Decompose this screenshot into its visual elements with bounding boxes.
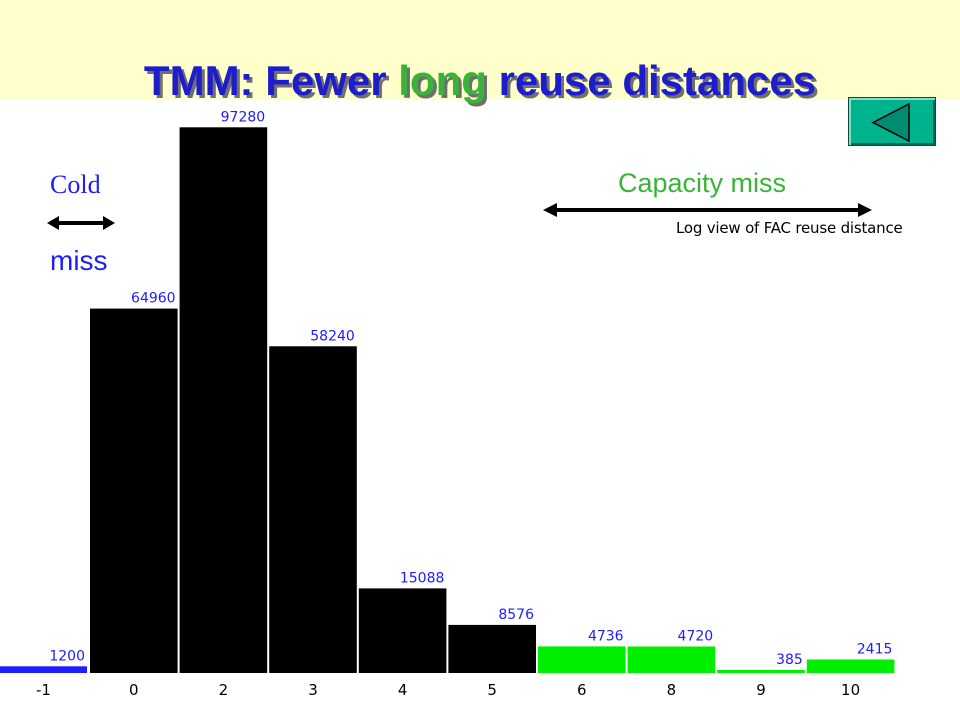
value-label-8: 4720 <box>678 629 714 645</box>
cold-miss-arrow <box>47 216 115 230</box>
bar-9 <box>717 670 805 673</box>
tick-label-10: 10 <box>841 681 860 699</box>
arrow-annotations <box>47 203 872 230</box>
capacity-miss-arrow <box>543 203 872 217</box>
bar-6 <box>538 646 626 673</box>
tick-label-5: 5 <box>487 681 497 699</box>
title-highlight: long <box>398 57 487 104</box>
bar-5 <box>448 624 536 673</box>
bar-4 <box>358 588 447 673</box>
bar-2 <box>179 127 268 674</box>
tick-label-8: 8 <box>667 681 677 699</box>
bar-8 <box>627 646 716 673</box>
bar-10 <box>806 659 895 673</box>
slide-title: TMM: Fewer long reuse distances <box>0 57 960 104</box>
tick-label-0: 0 <box>129 681 139 699</box>
tick-label-3: 3 <box>308 681 318 699</box>
cold-label: Cold <box>50 170 101 199</box>
title-prefix: TMM: Fewer <box>143 57 399 104</box>
bar-0 <box>90 308 178 673</box>
tick-label-2: 2 <box>219 681 229 699</box>
value-label-4: 15088 <box>400 570 445 586</box>
value-labels-group: 1200 64960 97280 58240 15088 8576 4736 4720 385 2… <box>49 109 892 668</box>
tick-label-9: 9 <box>756 681 766 699</box>
tick-labels-group: -1 0 2 3 4 5 6 8 9 10 <box>36 681 860 699</box>
value-label-0: 64960 <box>131 291 176 307</box>
tick-label-6: 6 <box>577 681 587 699</box>
bars-group <box>0 127 895 674</box>
bar-3 <box>269 346 357 673</box>
value-label-5: 8576 <box>498 607 534 623</box>
title-band <box>0 0 960 100</box>
title-suffix: reuse distances <box>486 57 817 104</box>
chart-title: Log view of FAC reuse distance <box>676 219 903 237</box>
miss-label: miss <box>50 245 108 276</box>
capacity-miss-label: Capacity miss <box>618 168 787 198</box>
value-label-9: 385 <box>776 652 803 668</box>
value-label-2: 97280 <box>221 109 266 125</box>
back-button[interactable] <box>848 97 936 146</box>
bar--1 <box>0 666 87 673</box>
value-label-6: 4736 <box>588 628 624 644</box>
tick-label--1: -1 <box>36 681 51 699</box>
tick-label-4: 4 <box>398 681 408 699</box>
value-label-10: 2415 <box>857 642 893 658</box>
triangle-left-icon <box>871 102 910 143</box>
value-label-3: 58240 <box>310 328 355 344</box>
value-label--1: 1200 <box>49 648 85 664</box>
